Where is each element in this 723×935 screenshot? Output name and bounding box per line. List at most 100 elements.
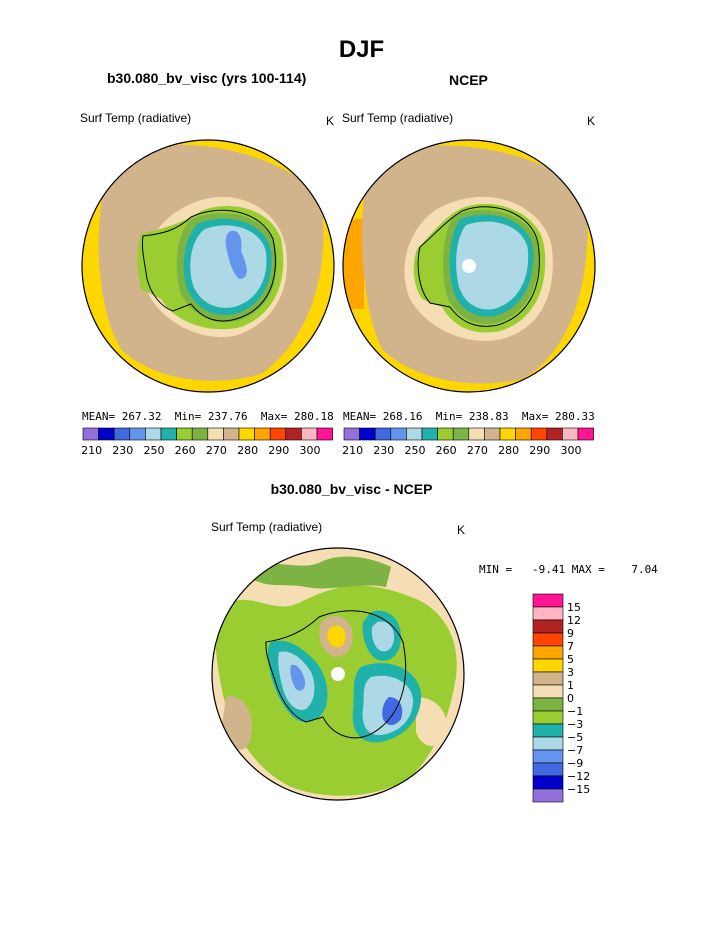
- diff-colorbar-tick-label: −9: [567, 757, 583, 770]
- panel1-colorbar-swatch-5: [160, 427, 177, 441]
- diff-colorbar-swatch-13: [532, 762, 564, 777]
- diff-colorbar-swatch-6: [532, 671, 564, 686]
- diff-colorbar-tick-label: −5: [567, 731, 583, 744]
- panel1-stats: MEAN= 267.32 Min= 237.76 Max= 280.18: [82, 410, 334, 423]
- panel2-mean-value: 268.16: [382, 410, 423, 423]
- diff-colorbar-swatch-2: [532, 619, 564, 634]
- diff-colorbar-swatch-10: [532, 723, 564, 738]
- panel1-variable-label: Surf Temp (radiative): [80, 111, 192, 125]
- panel2-colorbar-swatch-6: [437, 427, 454, 441]
- panel1-colorbar-swatch-6: [176, 427, 193, 441]
- panel2-map-border: [342, 139, 596, 393]
- panel2-variable-label: Surf Temp (radiative): [342, 111, 454, 125]
- panel1-min-label: Min=: [174, 410, 202, 423]
- panel2-colorbar-swatch-3: [390, 427, 407, 441]
- diff-colorbar-tick-label: 0: [567, 692, 574, 705]
- panel1-colorbar-swatch-13: [285, 427, 302, 441]
- panel2-colorbar-swatch-10: [499, 427, 516, 441]
- panel2-colorbar-swatch-11: [515, 427, 532, 441]
- panel2-max-value: 280.33: [555, 410, 595, 423]
- diff-colorbar-swatch-7: [532, 684, 564, 699]
- diff-band-minus9-east: [382, 697, 403, 725]
- diff-map-border: [211, 547, 465, 801]
- panel2-colorbar-swatch-13: [546, 427, 563, 441]
- panel1-colorbar-tick-label: 230: [112, 444, 133, 457]
- panel1-coldest-region: [225, 230, 247, 279]
- panel2-colorbar-tick-label: 270: [467, 444, 488, 457]
- diff-polar-map: [211, 547, 465, 801]
- diff-colorbar-tick-label: −3: [567, 718, 583, 731]
- panel2-case-title: NCEP: [449, 72, 488, 88]
- diff-colorbar-tick-label: 5: [567, 653, 574, 666]
- panel2-colorbar-tick-label: 210: [342, 444, 363, 457]
- panel2-colorbar-tick-label: 290: [529, 444, 550, 457]
- panel1-colorbar-tick-label: 290: [268, 444, 289, 457]
- panel2-colorbar-swatch-5: [421, 427, 438, 441]
- panel1-max-value: 280.18: [294, 410, 334, 423]
- panel2-colorbar-tick-label: 230: [373, 444, 394, 457]
- panel1-colorbar-swatch-10: [238, 427, 255, 441]
- panel1-polar-map: [81, 139, 335, 393]
- panel1-colorbar-tick-label: 260: [175, 444, 196, 457]
- panel2-colorbar-swatch-14: [562, 427, 579, 441]
- panel1-colorbar: 210 230 250 260 270 280 290 300: [81, 427, 333, 457]
- diff-minmax: MIN = -9.41 MAX = 7.04: [479, 563, 658, 576]
- panel2-colorbar-tick-label: 300: [560, 444, 581, 457]
- panel2-colorbar: 210 230 250 260 270 280 290 300: [342, 427, 594, 457]
- panel2-colorbar-swatch-1: [359, 427, 376, 441]
- diff-colorbar-swatch-11: [532, 736, 564, 751]
- diff-colorbar-swatch-14: [532, 775, 564, 790]
- diff-colorbar-tick-label: 9: [567, 627, 574, 640]
- panel2-colorbar-swatch-9: [484, 427, 501, 441]
- diff-colorbar-tick-label: 1: [567, 679, 574, 692]
- diff-band-minus1-north: [241, 556, 391, 589]
- panel1-colorbar-swatch-12: [269, 427, 287, 441]
- panel2-min-label: Min=: [435, 410, 463, 423]
- panel1-colorbar-swatch-2: [113, 427, 131, 441]
- diff-units-label: K: [457, 523, 466, 537]
- diff-colorbar-swatch-4: [532, 645, 564, 660]
- diff-colorbar-tick-label: −7: [567, 744, 583, 757]
- panel1-colorbar-tick-label: 270: [206, 444, 227, 457]
- panel1-colorbar-tick-label: 280: [237, 444, 258, 457]
- panel1-colorbar-swatch-1: [98, 427, 115, 441]
- diff-pole-hole: [331, 667, 345, 681]
- diff-colorbar-swatch-8: [532, 697, 564, 712]
- panel2-min-value: 238.83: [468, 410, 509, 423]
- diff-coastline: [265, 610, 407, 739]
- panel1-colorbar-swatch-9: [223, 427, 240, 441]
- panel2-pole-hole: [462, 259, 476, 273]
- diff-colorbar-swatch-3: [532, 632, 564, 647]
- diff-title: b30.080_bv_visc - NCEP: [270, 481, 433, 497]
- diff-colorbar-tick-label: −12: [567, 770, 590, 783]
- diff-neutral-patch-east: [416, 697, 447, 747]
- panel2-colorbar-tick-label: 250: [404, 444, 425, 457]
- panel1-colorbar-swatch-3: [129, 427, 146, 441]
- panel2-colorbar-swatch-15: [577, 427, 594, 441]
- page-title: DJF: [338, 36, 385, 63]
- diff-colorbar-tick-label: −1: [567, 705, 583, 718]
- diff-variable-label: Surf Temp (radiative): [211, 520, 323, 534]
- panel2-polar-map: [342, 139, 596, 393]
- panel2-colorbar-swatch-7: [452, 427, 470, 441]
- diff-colorbar-tick-label: −15: [567, 783, 590, 796]
- panel2-units-label: K: [587, 114, 596, 128]
- panel2-colorbar-swatch-4: [406, 427, 423, 441]
- panel1-coastline: [142, 209, 276, 322]
- panel1-map-border: [81, 139, 335, 393]
- panel2-interior-ice: [456, 221, 529, 310]
- diff-colorbar-swatch-0: [532, 593, 564, 608]
- panel2-colorbar-swatch-12: [530, 427, 548, 441]
- panel2-colorbar-tick-label: 260: [436, 444, 457, 457]
- diff-band-minus9-west: [290, 664, 306, 691]
- panel1-colorbar-swatch-15: [316, 427, 333, 441]
- diff-colorbar-tick-label: 12: [567, 614, 581, 627]
- diff-colorbar-tick-label: 7: [567, 640, 574, 653]
- panel1-colorbar-swatch-0: [82, 427, 99, 441]
- panel2-colorbar-swatch-0: [343, 427, 360, 441]
- panel2-stats: MEAN= 268.16 Min= 238.83 Max= 280.33: [343, 410, 595, 423]
- panel1-colorbar-swatch-14: [301, 427, 318, 441]
- diff-colorbar-swatch-9: [532, 710, 564, 725]
- panel1-colorbar-tick-label: 210: [81, 444, 102, 457]
